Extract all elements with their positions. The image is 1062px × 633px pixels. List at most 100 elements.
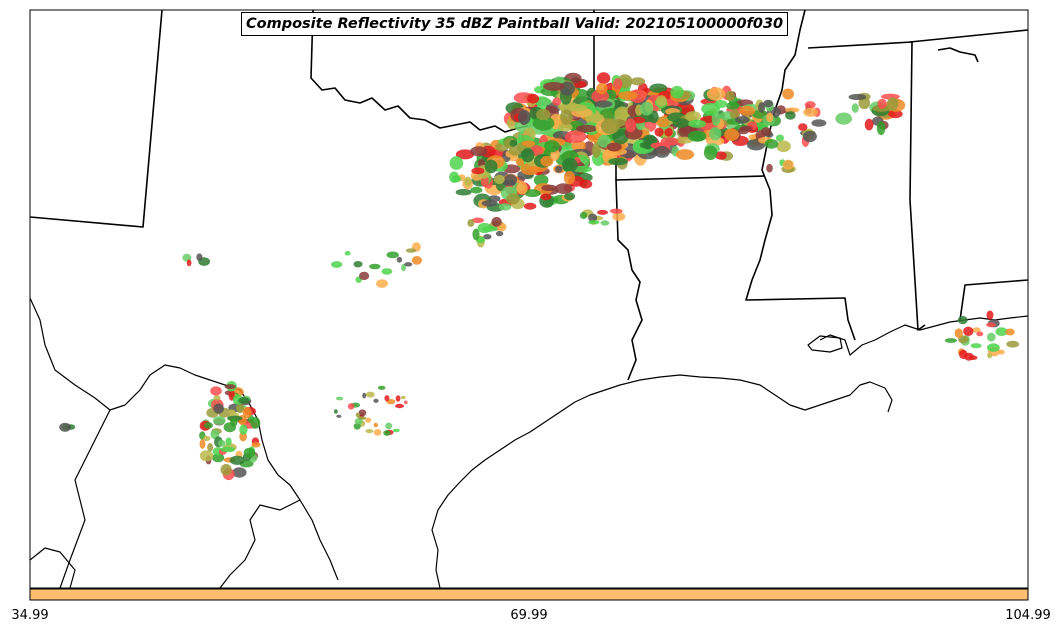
reflectivity-blob	[464, 176, 472, 187]
reflectivity-blob	[563, 171, 576, 185]
reflectivity-blob	[386, 251, 399, 259]
reflectivity-blob	[470, 186, 483, 194]
reflectivity-blob	[970, 343, 982, 349]
reflectivity-blob	[618, 91, 638, 100]
reflectivity-blob	[739, 125, 753, 131]
reflectivity-blob	[592, 141, 601, 159]
reflectivity-blob	[600, 118, 620, 135]
gulf-coast	[431, 374, 893, 589]
reflectivity-blob	[761, 127, 772, 136]
reflectivity-blob	[660, 137, 679, 146]
colorbar-tick-label-max: 104.99	[1005, 608, 1051, 623]
reflectivity-blob	[359, 271, 370, 281]
reflectivity-blob	[411, 256, 422, 265]
reflectivity-blob	[238, 397, 250, 404]
reflectivity-blob	[353, 423, 361, 430]
reflectivity-blob	[495, 230, 504, 237]
border-al-fl	[959, 279, 1029, 321]
reflectivity-blob	[643, 139, 653, 150]
reflectivity-blob	[533, 174, 549, 187]
reflectivity-blob	[467, 219, 475, 227]
reflectivity-blob	[204, 422, 213, 429]
reflectivity-blob	[225, 437, 232, 446]
reflectivity-blob	[385, 422, 393, 430]
reflectivity-blob	[654, 146, 670, 158]
reflectivity-blob	[724, 128, 740, 141]
reflectivity-blob	[220, 464, 232, 476]
reflectivity-blob	[455, 188, 472, 196]
reflectivity-blob	[675, 149, 695, 160]
reflectivity-blob	[358, 409, 367, 417]
reflectivity-blob	[804, 101, 816, 109]
reflectivity-blob	[369, 263, 381, 270]
reflectivity-blob	[764, 139, 779, 149]
reflectivity-blob	[232, 467, 247, 478]
reflectivity-blob	[354, 418, 363, 425]
reflectivity-blob	[976, 331, 984, 337]
reflectivity-blob	[775, 134, 785, 142]
colorbar-tick-label-mid: 69.99	[510, 608, 548, 623]
reflectivity-blob	[213, 403, 224, 414]
reflectivity-blob	[336, 396, 344, 401]
map-title: Composite Reflectivity 35 dBZ Paintball …	[241, 12, 789, 36]
reflectivity-blob	[606, 142, 622, 152]
reflectivity-blob	[527, 93, 540, 104]
reflectivity-blob	[688, 119, 706, 128]
reflectivity-blob	[199, 439, 206, 449]
reflectivity-blob	[207, 443, 214, 452]
reflectivity-blob	[502, 179, 516, 186]
reflectivity-blob	[552, 97, 562, 106]
reflectivity-blob	[888, 109, 903, 119]
reflectivity-blob	[242, 406, 252, 419]
reflectivity-blob	[579, 179, 593, 189]
reflectivity-blob	[212, 453, 225, 463]
reflectivity-blob	[562, 157, 578, 173]
border-nm-tx	[29, 9, 163, 228]
reflectivity-blob	[600, 220, 610, 226]
reflectivity-blob	[703, 145, 718, 160]
reflectivity-blob	[986, 322, 996, 328]
reflectivity-blob	[470, 146, 488, 157]
reflectivity-blob	[672, 118, 690, 128]
reflectivity-blob	[564, 130, 587, 143]
reflectivity-blob	[597, 209, 608, 215]
reflectivity-blob	[400, 395, 406, 400]
reflectivity-blob	[376, 279, 388, 288]
reflectivity-blob	[334, 409, 338, 414]
reflectivity-blob	[987, 352, 993, 359]
reflectivity-blob	[540, 155, 554, 167]
reflectivity-blob	[709, 127, 722, 141]
reflectivity-blob	[557, 122, 573, 132]
reflectivity-blob	[373, 422, 378, 428]
reflectivity-blob	[725, 90, 735, 102]
reflectivity-blob	[588, 213, 598, 223]
reflectivity-blob	[196, 253, 203, 261]
reflectivity-blob	[521, 140, 536, 147]
reflectivity-blob	[649, 83, 668, 93]
reflectivity-blob	[763, 99, 774, 108]
reflectivity-blob	[373, 429, 382, 436]
reflectivity-blob	[726, 101, 740, 110]
reflectivity-blob	[228, 409, 236, 416]
border-mississippi	[745, 9, 856, 341]
reflectivity-blob	[555, 165, 563, 173]
reflectivity-blob	[711, 111, 721, 126]
reflectivity-blob	[782, 88, 794, 100]
reflectivity-blob	[969, 355, 978, 361]
reflectivity-blob	[766, 163, 773, 173]
reflectivity-blob	[715, 151, 727, 160]
reflectivity-blob	[336, 414, 342, 418]
border-tx-la	[615, 179, 643, 381]
reflectivity-blob	[383, 430, 391, 436]
reflectivity-blob	[613, 78, 623, 90]
reflectivity-blob	[186, 259, 192, 267]
reflectivity-blob	[365, 429, 374, 434]
reflectivity-blob	[986, 310, 994, 320]
reflectivity-blob	[524, 189, 541, 198]
reflectivity-blob	[392, 428, 400, 433]
coastline	[29, 297, 1029, 589]
reflectivity-blob	[477, 222, 492, 234]
reflectivity-blob	[654, 127, 664, 137]
colorbar	[29, 588, 1029, 601]
mexico-border	[29, 297, 339, 581]
